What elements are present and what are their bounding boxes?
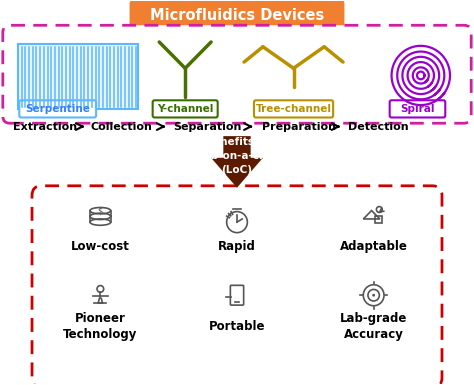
Text: Detection: Detection [348, 122, 409, 132]
FancyBboxPatch shape [32, 186, 442, 385]
FancyBboxPatch shape [129, 0, 345, 32]
Text: $: $ [98, 206, 103, 215]
Text: Separation: Separation [173, 122, 242, 132]
Text: Collection: Collection [91, 122, 153, 132]
Text: Microfluidics Devices: Microfluidics Devices [150, 8, 324, 23]
Polygon shape [211, 136, 263, 188]
Text: Lab-grade
Accuracy: Lab-grade Accuracy [340, 312, 407, 341]
Text: Y-channel: Y-channel [157, 104, 213, 114]
Text: Rapid: Rapid [218, 239, 256, 253]
FancyBboxPatch shape [18, 44, 138, 109]
FancyBboxPatch shape [153, 100, 218, 117]
FancyBboxPatch shape [19, 100, 96, 117]
Text: Low-cost: Low-cost [71, 239, 130, 253]
Circle shape [372, 294, 375, 297]
Text: Spiral: Spiral [400, 104, 435, 114]
Text: Portable: Portable [209, 320, 265, 333]
Text: Serpentine: Serpentine [25, 104, 90, 114]
Text: Extraction: Extraction [13, 122, 77, 132]
FancyBboxPatch shape [3, 25, 471, 123]
Text: Pioneer
Technology: Pioneer Technology [63, 312, 137, 341]
Text: Preparation: Preparation [262, 122, 336, 132]
Text: Tree-channel: Tree-channel [255, 104, 331, 114]
FancyBboxPatch shape [254, 100, 333, 117]
Text: Adaptable: Adaptable [340, 239, 408, 253]
Text: Benefits of
Lab-on-a-chip
(LoC): Benefits of Lab-on-a-chip (LoC) [197, 137, 277, 175]
FancyBboxPatch shape [390, 100, 445, 117]
